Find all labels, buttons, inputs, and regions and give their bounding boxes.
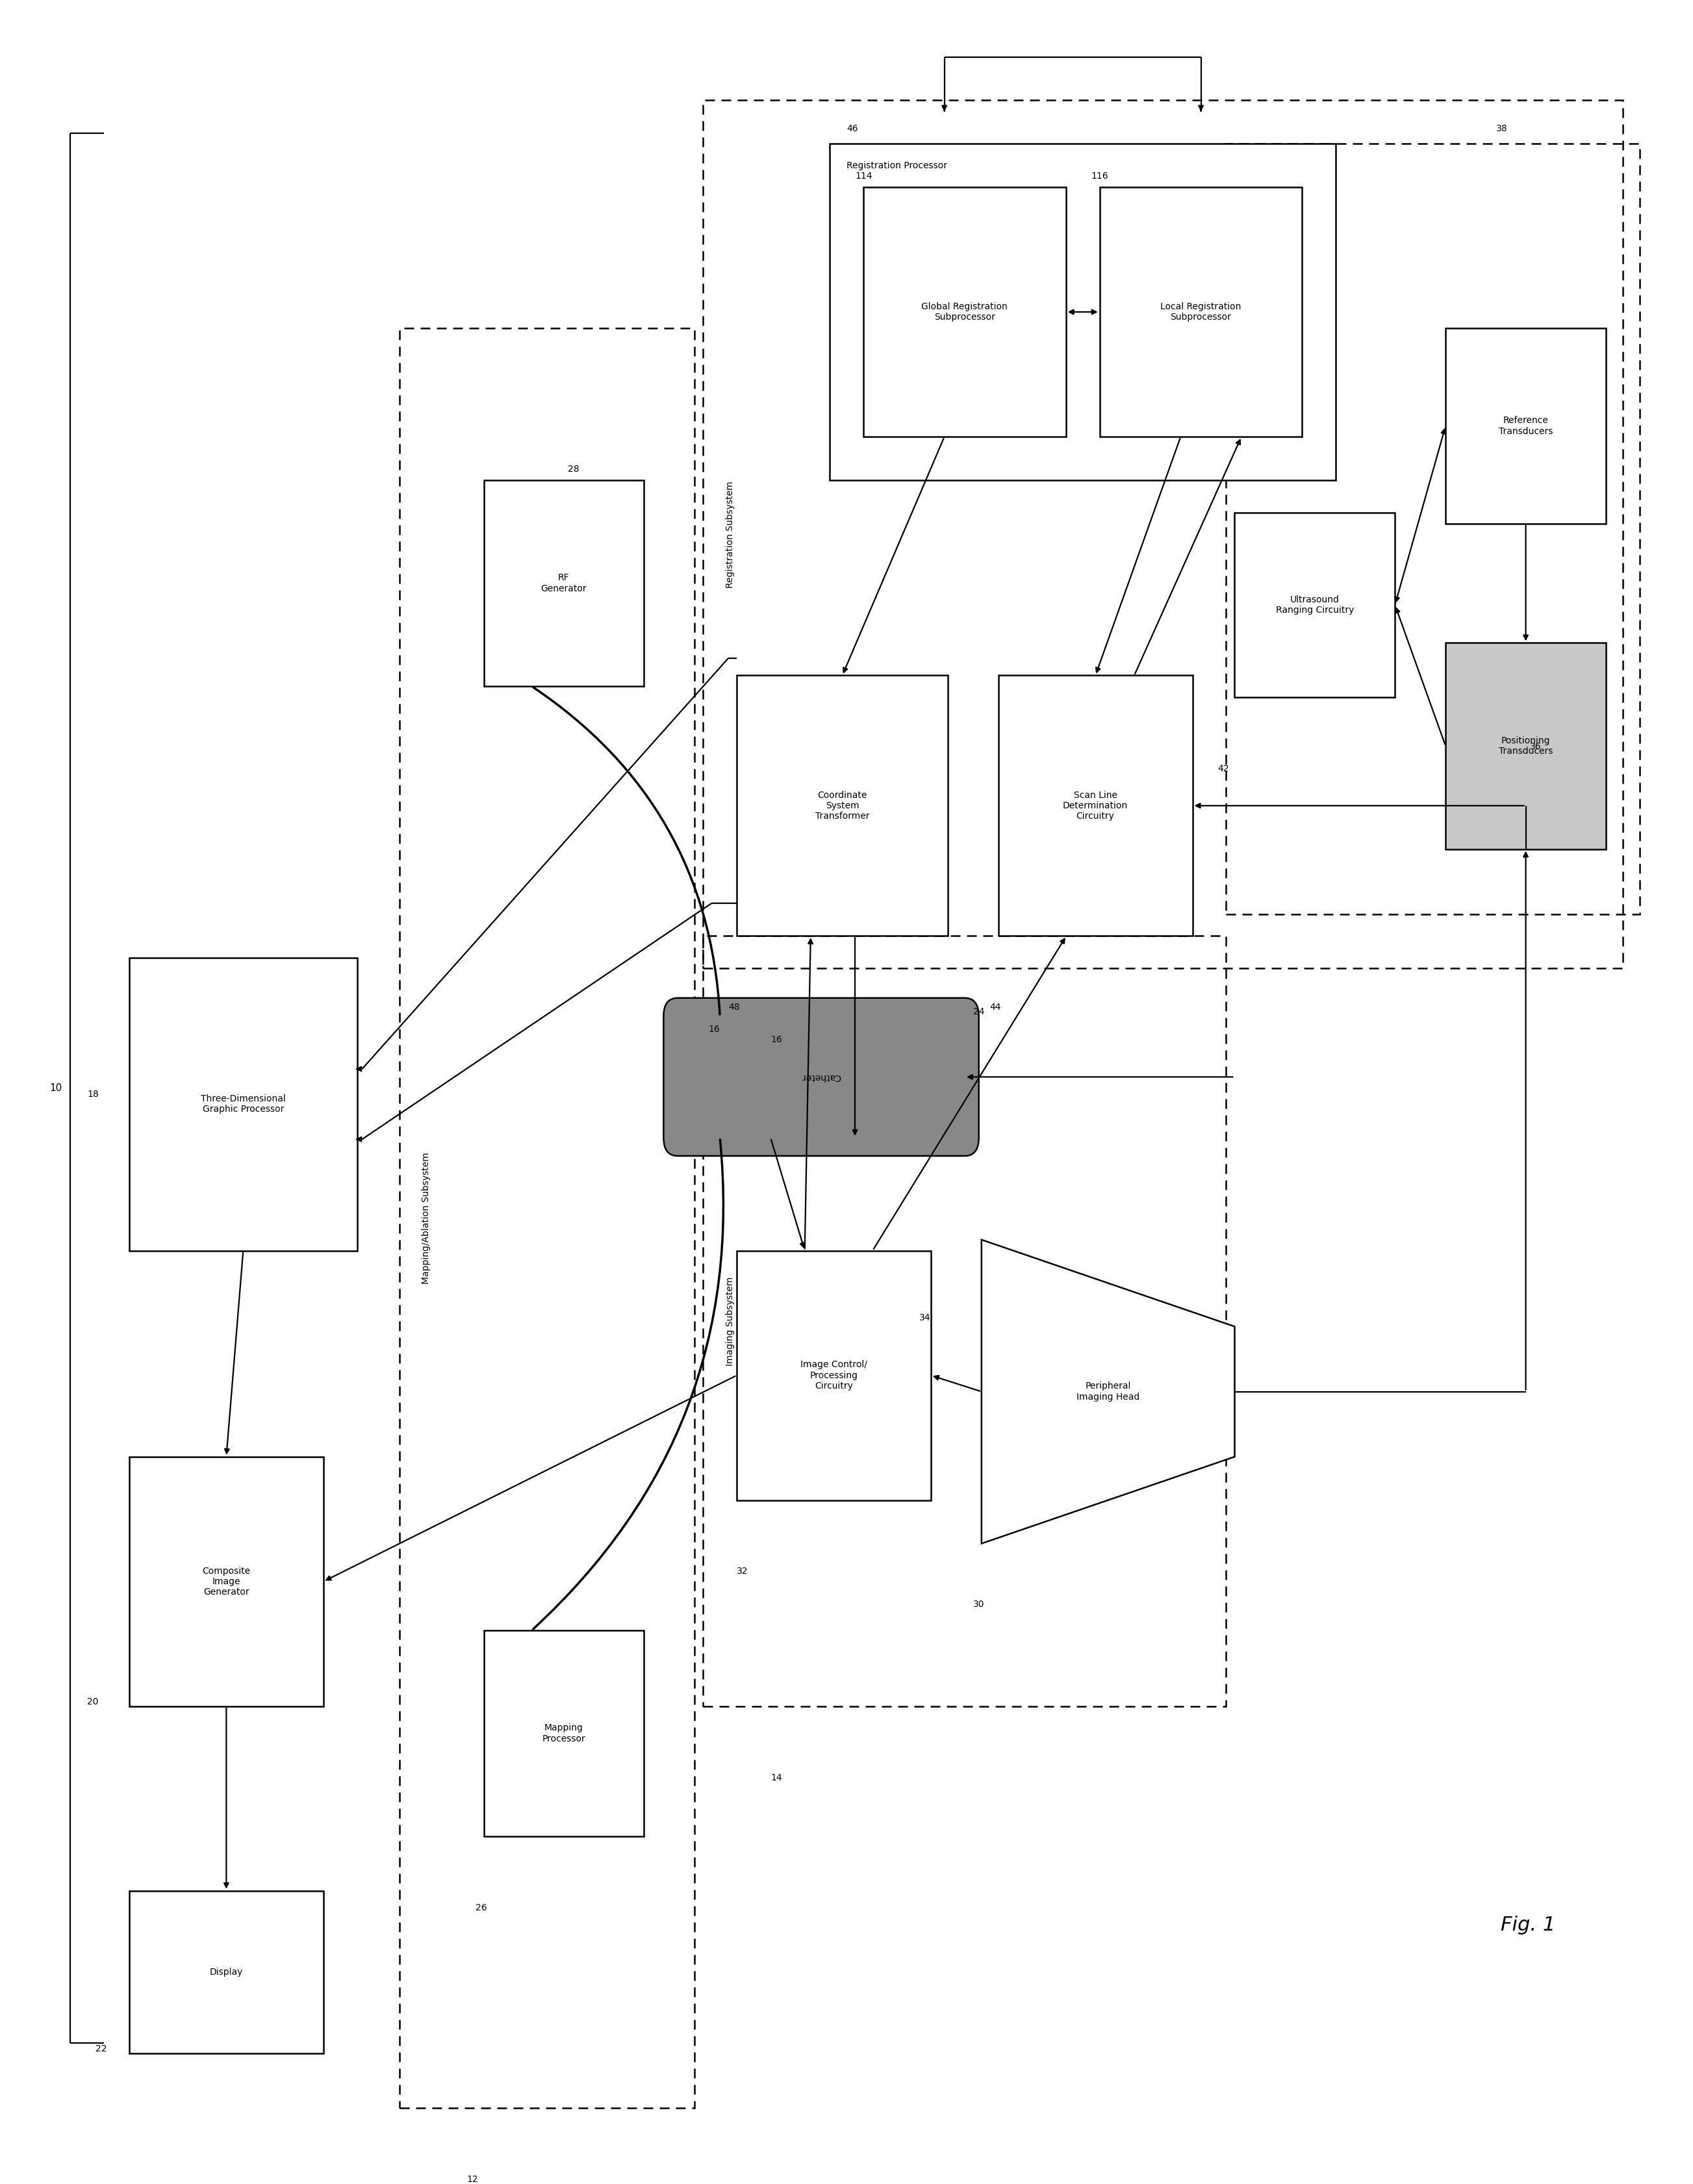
Bar <box>484 1629 643 1837</box>
Text: Reference
Transducers: Reference Transducers <box>1498 417 1552 435</box>
Text: 10: 10 <box>49 1083 61 1092</box>
Bar <box>129 957 357 1251</box>
Bar <box>736 1251 931 1500</box>
Bar <box>1446 328 1607 524</box>
Bar <box>863 188 1067 437</box>
Text: 18: 18 <box>86 1090 98 1099</box>
Text: 114: 114 <box>855 173 872 181</box>
Text: 14: 14 <box>770 1773 782 1782</box>
Bar <box>703 937 1226 1706</box>
Bar <box>703 100 1624 968</box>
Bar <box>1100 188 1302 437</box>
Text: Imaging Subsystem: Imaging Subsystem <box>726 1275 735 1365</box>
Text: Registration Subsystem: Registration Subsystem <box>726 480 735 587</box>
Text: 32: 32 <box>736 1566 748 1577</box>
Text: Image Control/
Processing
Circuitry: Image Control/ Processing Circuitry <box>801 1361 867 1391</box>
Text: 46: 46 <box>847 124 858 133</box>
Text: Peripheral
Imaging Head: Peripheral Imaging Head <box>1077 1382 1139 1402</box>
Bar <box>999 675 1192 937</box>
Text: 20: 20 <box>86 1697 98 1706</box>
Text: Fig. 1: Fig. 1 <box>1500 1915 1556 1935</box>
Text: 12: 12 <box>467 2175 477 2184</box>
Text: Registration Processor: Registration Processor <box>847 162 946 170</box>
Text: 48: 48 <box>728 1002 740 1011</box>
Text: 22: 22 <box>95 2044 107 2053</box>
Bar <box>484 480 643 686</box>
Text: 42: 42 <box>1217 764 1229 773</box>
Text: Composite
Image
Generator: Composite Image Generator <box>201 1566 251 1597</box>
Text: 28: 28 <box>569 465 579 474</box>
Text: Coordinate
System
Transformer: Coordinate System Transformer <box>814 791 870 821</box>
Text: Positioning
Transducers: Positioning Transducers <box>1498 736 1552 756</box>
Text: 38: 38 <box>1497 124 1508 133</box>
Text: RF
Generator: RF Generator <box>540 574 587 594</box>
Bar <box>830 144 1336 480</box>
Text: 30: 30 <box>973 1599 984 1610</box>
Text: Three-Dimensional
Graphic Processor: Three-Dimensional Graphic Processor <box>201 1094 286 1114</box>
Text: 44: 44 <box>990 1002 1001 1011</box>
Bar <box>1226 144 1639 915</box>
Text: Mapping/Ablation Subsystem: Mapping/Ablation Subsystem <box>422 1153 430 1284</box>
Text: Display: Display <box>210 1968 244 1977</box>
Bar <box>400 328 694 2108</box>
Bar <box>736 675 948 937</box>
Text: 16: 16 <box>708 1024 720 1033</box>
Text: Global Registration
Subprocessor: Global Registration Subprocessor <box>921 301 1007 321</box>
Text: 34: 34 <box>919 1313 931 1321</box>
Bar <box>129 1457 323 1706</box>
Bar <box>1234 513 1395 697</box>
Text: 16: 16 <box>770 1035 782 1044</box>
Text: Ultrasound
Ranging Circuitry: Ultrasound Ranging Circuitry <box>1277 594 1354 614</box>
Text: Local Registration
Subprocessor: Local Registration Subprocessor <box>1160 301 1241 321</box>
Polygon shape <box>982 1241 1234 1544</box>
Text: Scan Line
Determination
Circuitry: Scan Line Determination Circuitry <box>1063 791 1128 821</box>
Text: Mapping
Processor: Mapping Processor <box>542 1723 586 1743</box>
Text: Catheter: Catheter <box>801 1072 841 1081</box>
Text: 26: 26 <box>476 1904 486 1913</box>
Text: 116: 116 <box>1092 173 1109 181</box>
Bar <box>1446 642 1607 850</box>
Bar <box>129 1891 323 2053</box>
FancyBboxPatch shape <box>664 998 979 1155</box>
Text: 36: 36 <box>1530 743 1541 751</box>
Text: 24: 24 <box>973 1007 984 1016</box>
